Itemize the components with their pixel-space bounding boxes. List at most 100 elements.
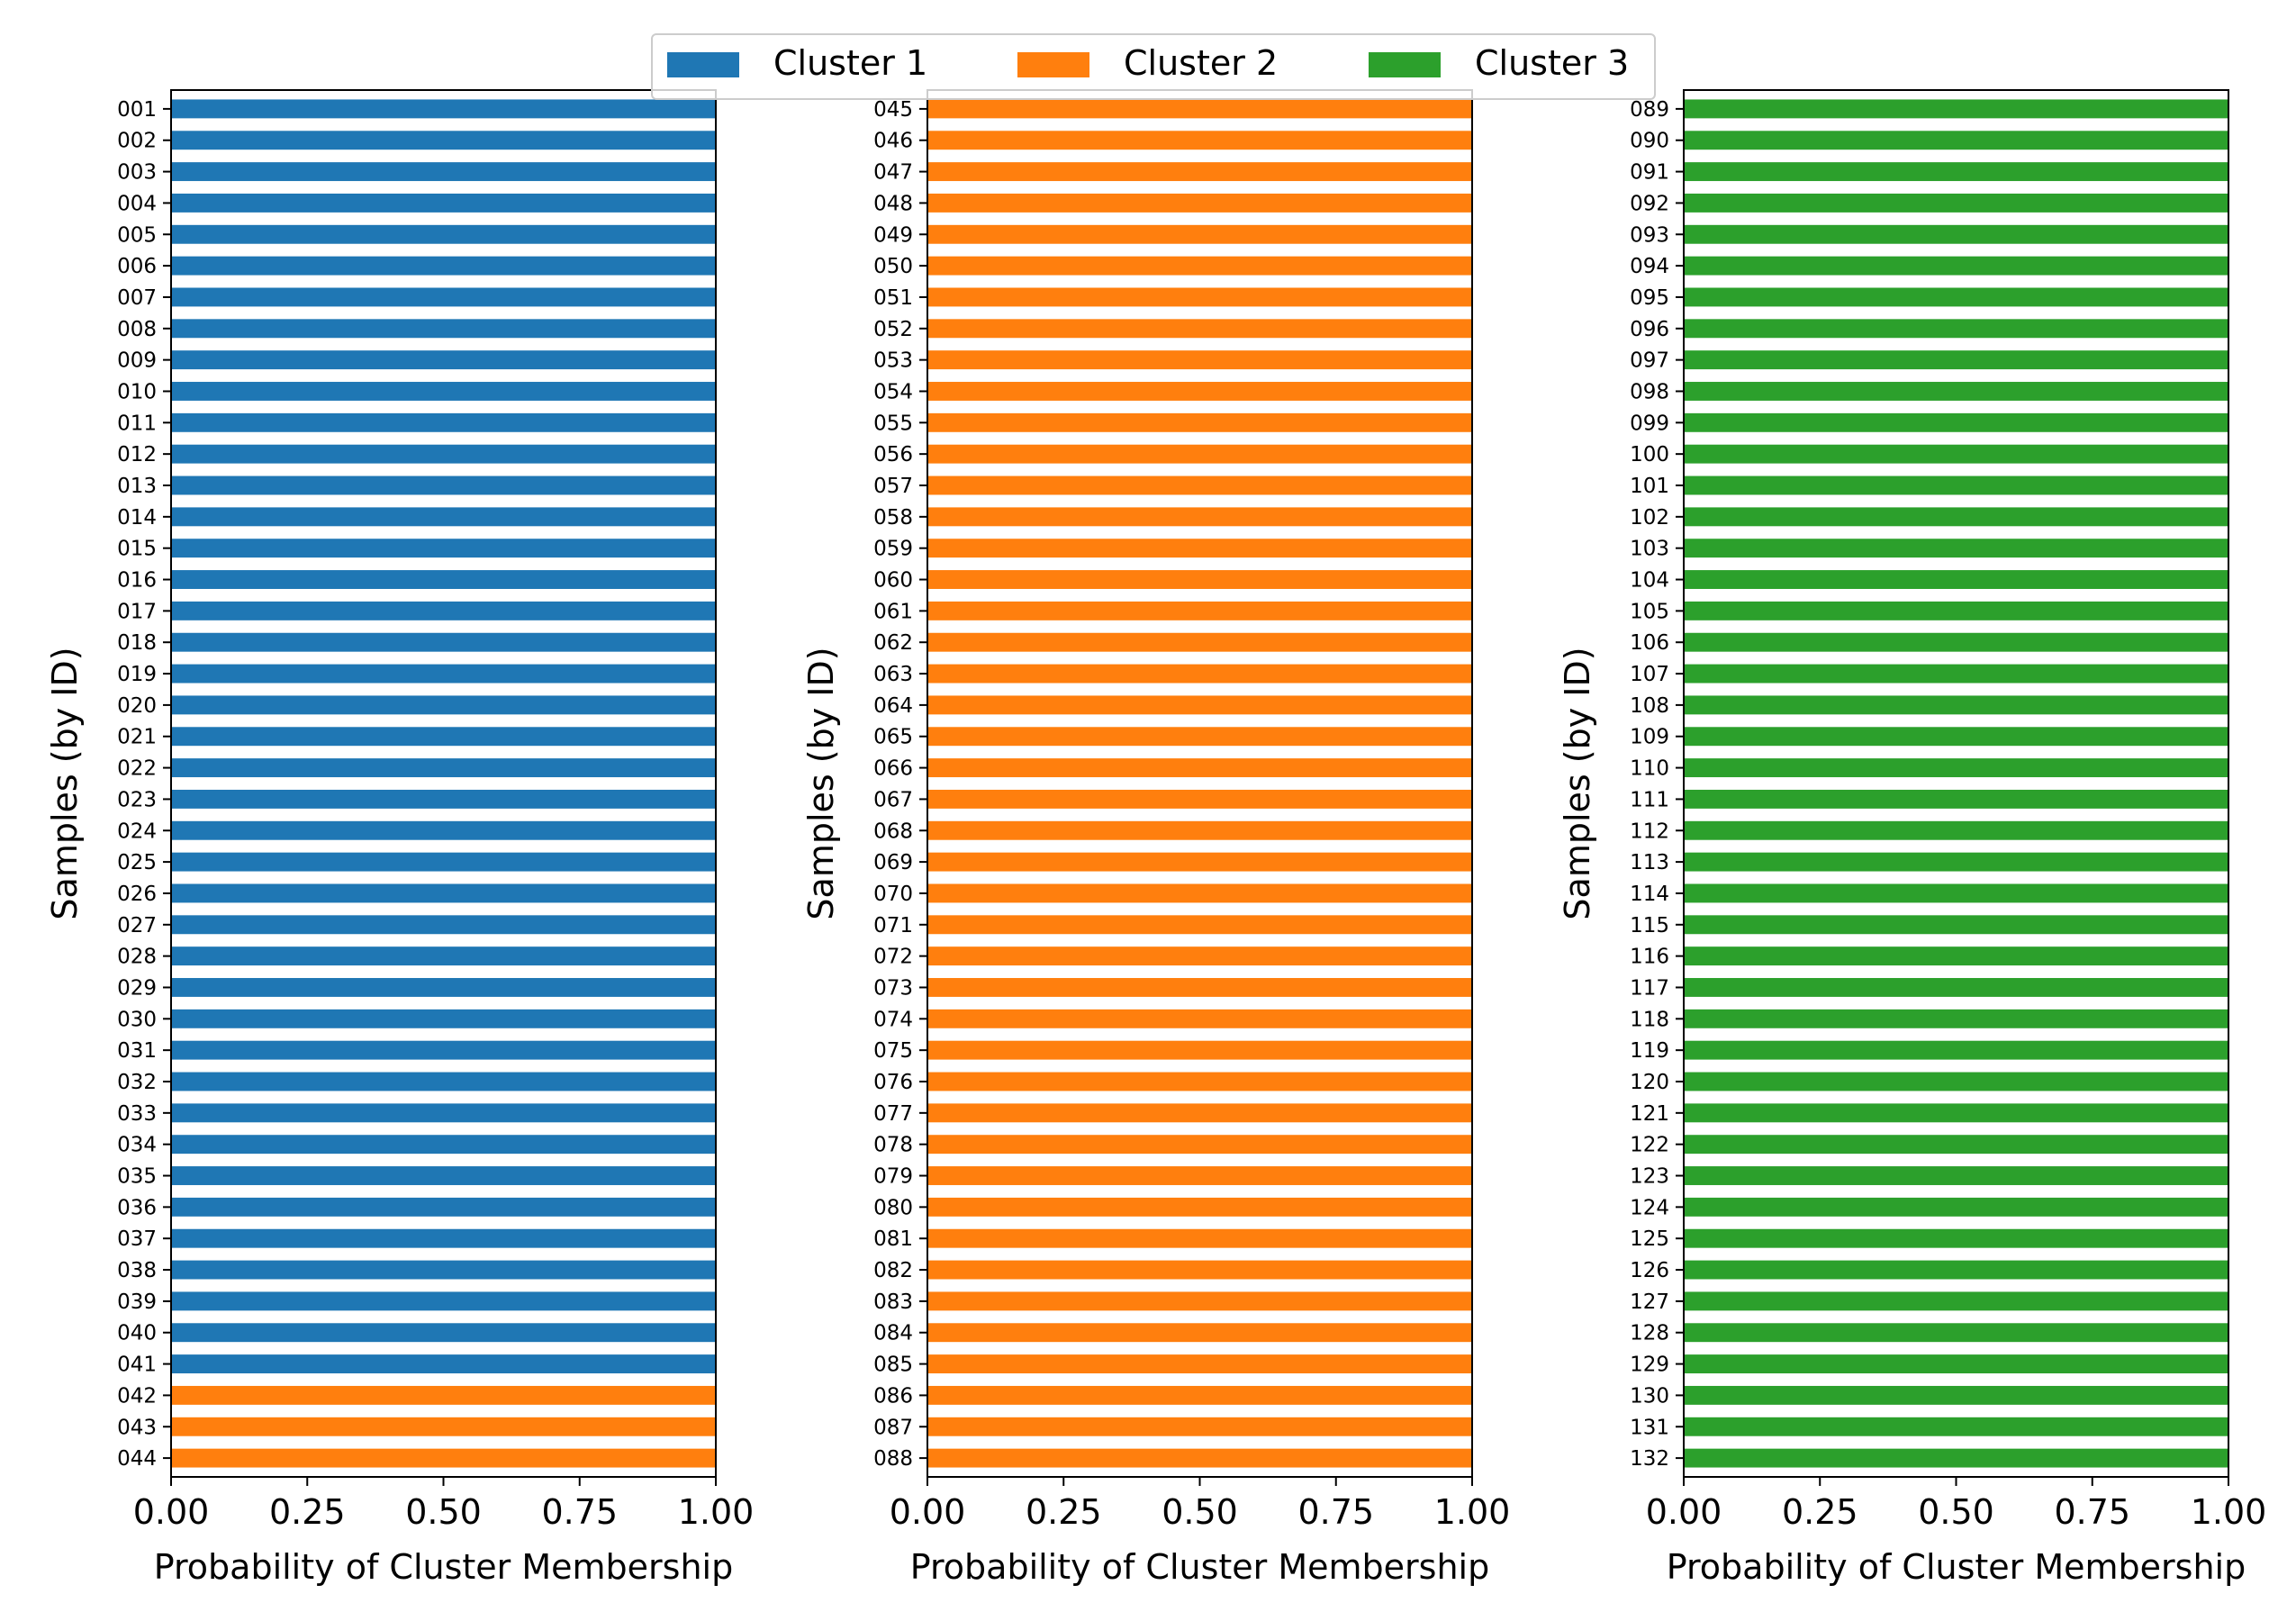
bar-110-cluster-3	[1684, 758, 2228, 778]
y-tick-label: 127	[1630, 1290, 1669, 1314]
bar-090-cluster-3	[1684, 131, 2228, 150]
y-tick-label: 022	[117, 757, 157, 781]
y-tick-label: 121	[1630, 1102, 1669, 1126]
y-tick-label: 023	[117, 788, 157, 811]
bar-097-cluster-3	[1684, 350, 2228, 370]
bar-082-cluster-2	[927, 1260, 1472, 1280]
bar-113-cluster-3	[1684, 852, 2228, 872]
bar-093-cluster-3	[1684, 224, 2228, 244]
y-tick-label: 092	[1630, 192, 1669, 215]
legend-frame	[651, 33, 1656, 100]
bar-062-cluster-2	[927, 632, 1472, 652]
bar-008-cluster-1	[171, 319, 716, 339]
y-tick-label: 036	[117, 1196, 157, 1219]
bar-087-cluster-2	[927, 1417, 1472, 1436]
x-tick-label: 0.75	[1297, 1492, 1374, 1532]
y-tick-label: 099	[1630, 412, 1669, 435]
bar-119-cluster-3	[1684, 1040, 2228, 1060]
y-tick-label: 045	[873, 98, 913, 122]
bar-075-cluster-2	[927, 1040, 1472, 1060]
y-tick-label: 054	[873, 380, 913, 403]
y-tick-label: 124	[1630, 1196, 1669, 1219]
bar-034-cluster-1	[171, 1135, 716, 1155]
bar-030-cluster-1	[171, 1009, 716, 1028]
y-axis-label: Samples (by ID)	[1558, 647, 1597, 919]
y-tick-label: 042	[117, 1384, 157, 1408]
bar-038-cluster-1	[171, 1260, 716, 1280]
subplot-1: 001 002 003 004 005 006 007 008 009 010 011 012 013 0…	[45, 89, 754, 1587]
y-tick-label: 108	[1630, 694, 1669, 718]
y-tick-label: 090	[1630, 130, 1669, 153]
bar-063-cluster-2	[927, 664, 1472, 684]
y-tick-label: 105	[1630, 600, 1669, 623]
bar-061-cluster-2	[927, 601, 1472, 620]
y-tick-label: 019	[117, 663, 157, 686]
y-tick-label: 062	[873, 631, 913, 655]
y-tick-label: 039	[117, 1290, 157, 1314]
y-tick-label: 102	[1630, 506, 1669, 530]
bar-074-cluster-2	[927, 1009, 1472, 1028]
y-tick-label: 046	[873, 130, 913, 153]
bar-084-cluster-2	[927, 1323, 1472, 1343]
y-tick-label: 130	[1630, 1384, 1669, 1408]
y-tick-label: 035	[117, 1165, 157, 1189]
legend-label-cluster-2: Cluster 2	[1124, 43, 1278, 83]
y-tick-label: 128	[1630, 1322, 1669, 1345]
bar-025-cluster-1	[171, 852, 716, 872]
bar-092-cluster-3	[1684, 193, 2228, 213]
y-tick-label: 047	[873, 161, 913, 185]
y-tick-label: 082	[873, 1259, 913, 1282]
y-tick-label: 032	[117, 1071, 157, 1094]
y-tick-label: 129	[1630, 1354, 1669, 1377]
y-tick-label: 002	[117, 130, 157, 153]
y-tick-label: 058	[873, 506, 913, 530]
y-tick-label: 107	[1630, 663, 1669, 686]
bar-051-cluster-2	[927, 287, 1472, 307]
subplot-2: 045 046 047 048 049 050 051 052 053 054 055 056 057 0…	[801, 89, 1510, 1587]
bar-006-cluster-1	[171, 256, 716, 276]
y-tick-label: 009	[117, 349, 157, 373]
y-tick-label: 094	[1630, 255, 1669, 278]
bar-040-cluster-1	[171, 1323, 716, 1343]
bar-116-cluster-3	[1684, 946, 2228, 966]
y-tick-label: 125	[1630, 1227, 1669, 1251]
y-tick-label: 040	[117, 1322, 157, 1345]
y-tick-label: 126	[1630, 1259, 1669, 1282]
bar-047-cluster-2	[927, 162, 1472, 182]
y-tick-label: 030	[117, 1008, 157, 1031]
bar-104-cluster-3	[1684, 570, 2228, 589]
bar-127-cluster-3	[1684, 1291, 2228, 1311]
bar-108-cluster-3	[1684, 695, 2228, 715]
bar-005-cluster-1	[171, 224, 716, 244]
y-tick-label: 008	[117, 318, 157, 341]
y-tick-label: 018	[117, 631, 157, 655]
y-tick-label: 070	[873, 883, 913, 906]
y-tick-label: 020	[117, 694, 157, 718]
y-tick-label: 085	[873, 1354, 913, 1377]
bar-036-cluster-1	[171, 1197, 716, 1217]
bar-070-cluster-2	[927, 883, 1472, 903]
y-tick-label: 111	[1630, 788, 1669, 811]
y-tick-label: 011	[117, 412, 157, 435]
y-tick-label: 066	[873, 757, 913, 781]
legend-swatch-cluster-1	[667, 52, 739, 77]
bar-095-cluster-3	[1684, 287, 2228, 307]
bar-031-cluster-1	[171, 1040, 716, 1060]
y-tick-label: 069	[873, 851, 913, 874]
bar-011-cluster-1	[171, 412, 716, 432]
x-axis-label: Probability of Cluster Membership	[910, 1547, 1489, 1587]
legend-label-cluster-1: Cluster 1	[773, 43, 927, 83]
bar-123-cluster-3	[1684, 1166, 2228, 1185]
y-tick-label: 086	[873, 1384, 913, 1408]
bar-126-cluster-3	[1684, 1260, 2228, 1280]
y-tick-label: 103	[1630, 538, 1669, 561]
y-tick-label: 088	[873, 1447, 913, 1471]
bar-066-cluster-2	[927, 758, 1472, 778]
bar-081-cluster-2	[927, 1228, 1472, 1248]
y-tick-label: 055	[873, 412, 913, 435]
y-tick-label: 077	[873, 1102, 913, 1126]
bar-009-cluster-1	[171, 350, 716, 370]
y-tick-label: 012	[117, 443, 157, 466]
bar-015-cluster-1	[171, 539, 716, 558]
